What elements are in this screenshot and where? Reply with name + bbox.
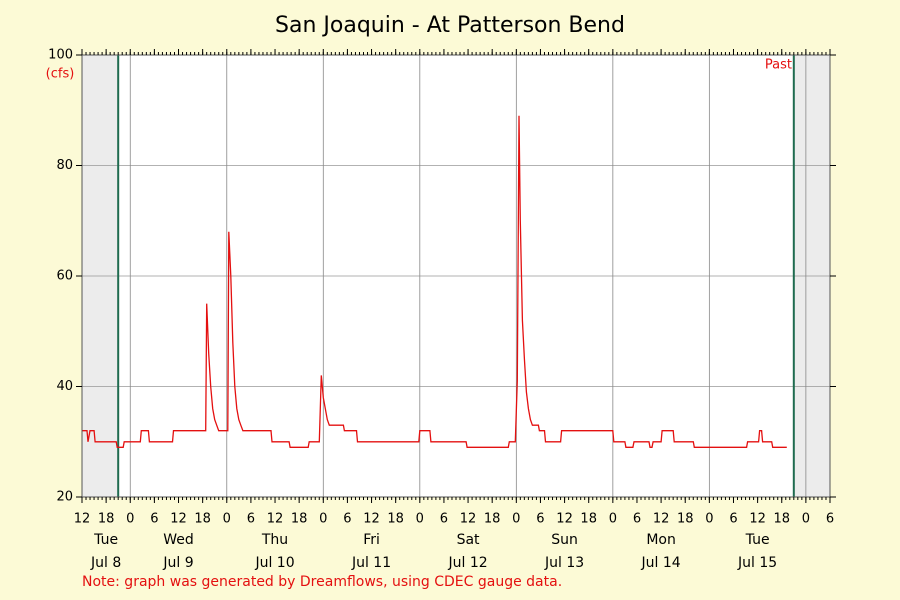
x-tick-label: 6 (343, 512, 351, 527)
day-weekday: Tue (745, 532, 770, 548)
day-weekday: Sat (457, 532, 480, 548)
x-tick-label: 12 (170, 512, 187, 527)
x-tick-label: 12 (556, 512, 573, 527)
day-date: Jul 15 (737, 555, 777, 571)
x-tick-label: 6 (729, 512, 737, 527)
y-tick-label: 40 (56, 379, 73, 394)
x-tick-label: 6 (633, 512, 641, 527)
x-tick-label: 6 (440, 512, 448, 527)
x-tick-label: 12 (749, 512, 766, 527)
x-tick-label: 18 (484, 512, 501, 527)
y-tick-label: 20 (56, 490, 73, 505)
x-tick-label: 0 (126, 512, 134, 527)
x-tick-label: 18 (194, 512, 211, 527)
day-weekday: Tue (93, 532, 118, 548)
x-tick-label: 12 (74, 512, 91, 527)
day-date: Jul 14 (641, 555, 681, 571)
x-tick-label: 0 (802, 512, 810, 527)
day-date: Jul 8 (90, 555, 121, 571)
day-weekday: Thu (261, 532, 288, 548)
day-weekday: Sun (551, 532, 578, 548)
x-tick-label: 18 (291, 512, 308, 527)
x-tick-label: 12 (653, 512, 670, 527)
x-tick-label: 18 (773, 512, 790, 527)
x-tick-label: 12 (363, 512, 380, 527)
x-tick-label: 0 (705, 512, 713, 527)
x-tick-label: 18 (387, 512, 404, 527)
x-tick-label: 0 (416, 512, 424, 527)
x-tick-label: 18 (98, 512, 115, 527)
x-tick-label: 0 (609, 512, 617, 527)
x-tick-label: 18 (677, 512, 694, 527)
x-tick-label: 0 (223, 512, 231, 527)
day-date: Jul 13 (544, 555, 584, 571)
x-tick-label: 0 (319, 512, 327, 527)
day-date: Jul 10 (254, 555, 294, 571)
note: Note: graph was generated by Dreamflows,… (82, 574, 562, 590)
x-tick-label: 0 (512, 512, 520, 527)
y-tick-label: 60 (56, 269, 73, 284)
past-label: Past (765, 58, 792, 73)
x-tick-label: 6 (826, 512, 834, 527)
chart-title: San Joaquin - At Patterson Bend (275, 13, 625, 38)
day-date: Jul 12 (447, 555, 487, 571)
y-tick-label: 100 (48, 48, 73, 63)
day-date: Jul 11 (351, 555, 391, 571)
y-tick-label: 80 (56, 158, 73, 173)
x-tick-label: 6 (536, 512, 544, 527)
day-weekday: Wed (163, 532, 194, 548)
x-tick-label: 6 (150, 512, 158, 527)
y-axis-label: (cfs) (46, 67, 75, 82)
flow-line (82, 115, 787, 448)
x-tick-label: 12 (267, 512, 284, 527)
day-weekday: Mon (646, 532, 676, 548)
day-date: Jul 9 (162, 555, 193, 571)
day-weekday: Fri (363, 532, 380, 548)
x-tick-label: 12 (460, 512, 477, 527)
x-tick-label: 6 (247, 512, 255, 527)
x-tick-label: 18 (580, 512, 597, 527)
